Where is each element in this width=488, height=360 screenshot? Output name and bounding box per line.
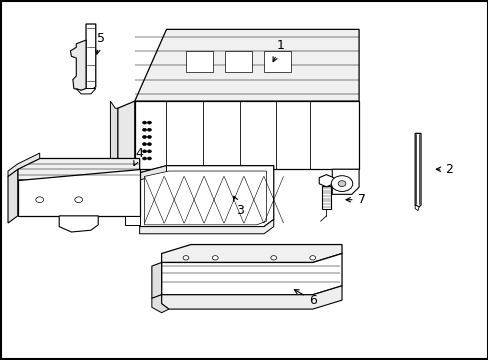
Polygon shape xyxy=(70,40,86,90)
Circle shape xyxy=(309,256,315,260)
Polygon shape xyxy=(331,169,358,194)
Circle shape xyxy=(75,197,82,203)
Polygon shape xyxy=(8,169,18,223)
Text: 6: 6 xyxy=(294,289,316,307)
Text: 3: 3 xyxy=(233,196,243,217)
Circle shape xyxy=(212,256,218,260)
Polygon shape xyxy=(118,101,135,176)
Circle shape xyxy=(142,129,146,131)
Circle shape xyxy=(183,256,188,260)
Polygon shape xyxy=(161,286,341,309)
Polygon shape xyxy=(18,169,140,216)
Circle shape xyxy=(142,121,146,124)
Circle shape xyxy=(142,135,146,138)
Polygon shape xyxy=(414,205,418,211)
Polygon shape xyxy=(161,253,341,295)
Circle shape xyxy=(147,150,151,153)
Polygon shape xyxy=(76,89,96,94)
Polygon shape xyxy=(152,295,168,313)
Polygon shape xyxy=(8,153,40,176)
Polygon shape xyxy=(319,175,333,187)
Circle shape xyxy=(147,129,151,131)
Polygon shape xyxy=(18,158,140,180)
Polygon shape xyxy=(110,101,118,184)
Polygon shape xyxy=(86,24,96,90)
Text: 5: 5 xyxy=(96,32,104,54)
Circle shape xyxy=(36,197,43,203)
Circle shape xyxy=(330,176,352,192)
Circle shape xyxy=(337,181,345,186)
Polygon shape xyxy=(264,51,290,72)
Polygon shape xyxy=(152,262,161,298)
Circle shape xyxy=(147,143,151,145)
Polygon shape xyxy=(161,244,341,262)
Polygon shape xyxy=(135,101,358,169)
Polygon shape xyxy=(140,166,273,226)
Polygon shape xyxy=(140,220,273,234)
Polygon shape xyxy=(144,171,266,225)
Polygon shape xyxy=(59,216,98,232)
Circle shape xyxy=(142,157,146,160)
Text: 7: 7 xyxy=(346,193,365,206)
Polygon shape xyxy=(414,134,420,207)
Circle shape xyxy=(142,143,146,145)
Circle shape xyxy=(142,150,146,153)
Polygon shape xyxy=(135,30,358,101)
Polygon shape xyxy=(321,186,330,209)
Polygon shape xyxy=(185,51,212,72)
Circle shape xyxy=(270,256,276,260)
Circle shape xyxy=(147,157,151,160)
Polygon shape xyxy=(140,166,166,180)
Circle shape xyxy=(147,121,151,124)
Circle shape xyxy=(147,135,151,138)
Text: 1: 1 xyxy=(272,39,285,62)
Text: 4: 4 xyxy=(134,147,143,166)
Polygon shape xyxy=(224,51,251,72)
Text: 2: 2 xyxy=(435,163,452,176)
Polygon shape xyxy=(125,216,140,225)
